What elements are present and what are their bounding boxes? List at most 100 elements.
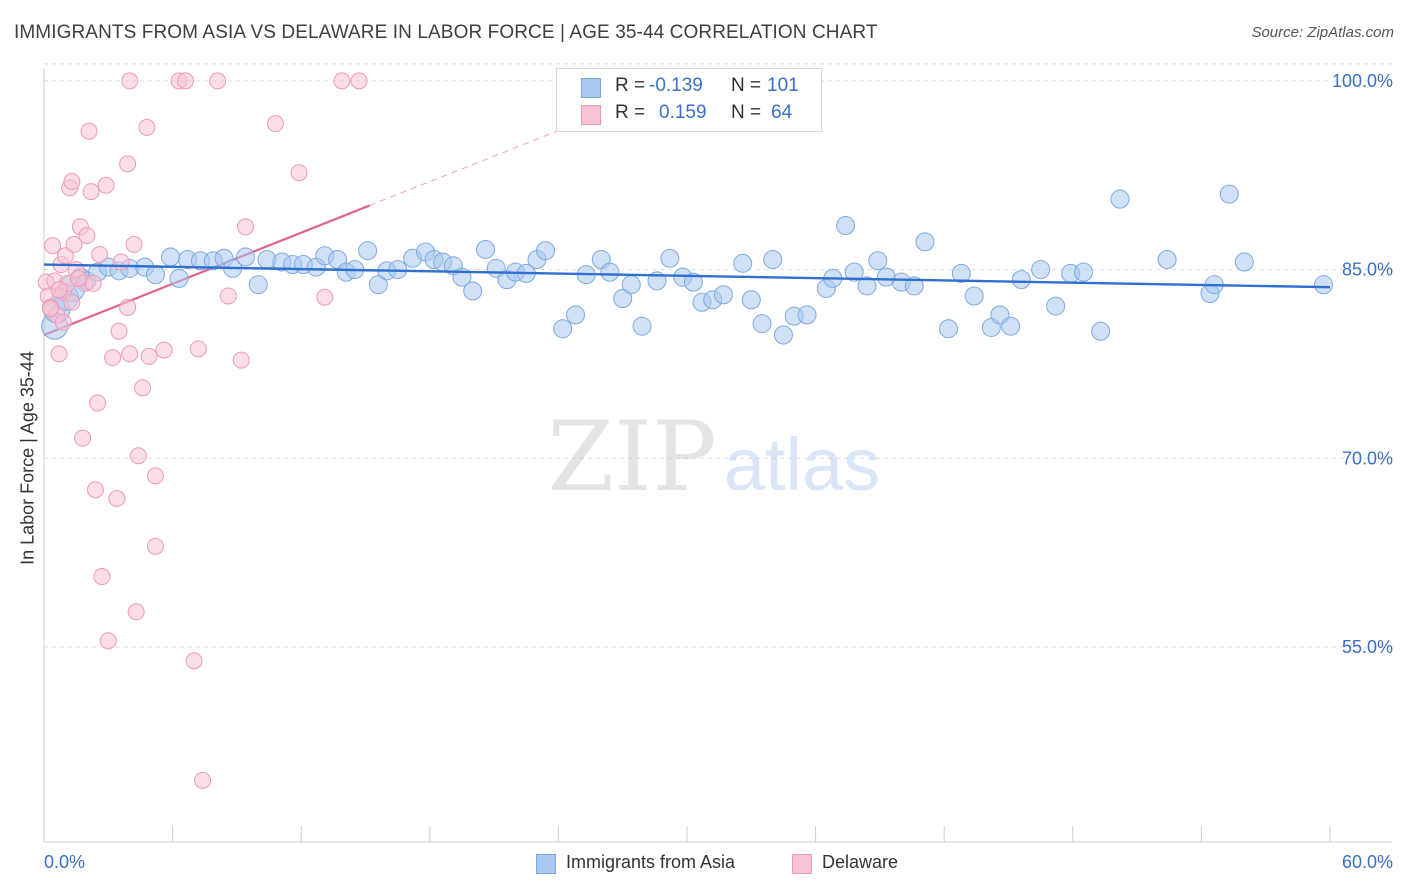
delaware-point [129, 447, 147, 465]
axes [43, 68, 1392, 843]
delaware-point [236, 218, 254, 236]
asia-points [41, 184, 1334, 345]
delaware-point [54, 313, 72, 331]
asia-point [145, 265, 165, 285]
delaware-point [119, 298, 137, 316]
asia-point [1001, 316, 1021, 336]
asia-point [836, 216, 856, 236]
asia-point [752, 314, 772, 334]
delaware-point [50, 345, 68, 363]
asia-point [463, 281, 483, 301]
watermark-atlas: atlas [724, 423, 880, 506]
chart-title: IMMIGRANTS FROM ASIA VS DELAWARE IN LABO… [14, 22, 878, 43]
delaware-point [189, 340, 207, 358]
legend-swatch-asia [581, 78, 601, 98]
legend-r-label: R = [615, 75, 646, 96]
delaware-point [333, 72, 351, 90]
asia-point [1046, 296, 1066, 316]
asia-point [1219, 184, 1239, 204]
asia-point [368, 275, 388, 295]
asia-point [1031, 260, 1051, 280]
watermark: ZIP atlas [547, 401, 880, 513]
legend-n-label: N = [731, 102, 762, 123]
delaware-point [138, 118, 156, 136]
y-tick-label: 70.0% [1342, 448, 1393, 468]
delaware-point [219, 287, 237, 305]
asia-trend [43, 263, 1331, 289]
delaware-point [104, 349, 122, 367]
asia-point [476, 239, 496, 259]
asia-point [763, 250, 783, 270]
y-tick-label: 55.0% [1342, 637, 1393, 657]
delaware-point [93, 568, 111, 586]
delaware-point [65, 235, 83, 253]
watermark-zip: ZIP [547, 401, 716, 513]
delaware-point [99, 632, 117, 650]
delaware-point [127, 603, 145, 621]
delaware-point [140, 347, 158, 365]
delaware-trend-line [43, 204, 371, 337]
asia-point [358, 241, 378, 261]
delaware-point [86, 481, 104, 499]
asia-point [1011, 270, 1031, 290]
x-tick-max: 60.0% [1341, 852, 1393, 872]
legend-n-value-delaware: 64 [771, 102, 793, 123]
delaware-point [266, 115, 284, 133]
delaware-point [41, 300, 59, 318]
asia-point [536, 241, 556, 261]
y-tick-label: 100.0% [1332, 71, 1393, 91]
delaware-point [146, 467, 164, 485]
asia-point [248, 275, 268, 295]
asia-point [553, 319, 573, 339]
legend-label-delaware: Delaware [822, 852, 899, 872]
delaware-point [119, 155, 137, 173]
asia-point [613, 289, 633, 309]
asia-point [600, 262, 620, 282]
asia-point [938, 319, 958, 339]
legend-r-value-asia: -0.139 [649, 75, 703, 96]
delaware-point [134, 379, 152, 397]
y-axis-title: In Labor Force | Age 35-44 [17, 351, 38, 565]
asia-point [683, 272, 703, 292]
delaware-point [80, 122, 98, 140]
asia-point [868, 251, 888, 271]
correlation-legend: R = -0.139 N = 101 R = 0.159 N = 64 [556, 68, 822, 132]
delaware-point [69, 269, 87, 287]
delaware-trend [43, 112, 602, 337]
asia-point [733, 253, 753, 273]
asia-point [1314, 275, 1334, 295]
asia-point [773, 325, 793, 345]
asia-point [160, 247, 180, 267]
delaware-point [194, 771, 212, 789]
legend-n-value-asia: 101 [767, 75, 799, 96]
delaware-point [44, 237, 62, 255]
asia-point [1074, 262, 1094, 282]
delaware-point [146, 537, 164, 555]
delaware-point [89, 394, 107, 412]
delaware-point [176, 72, 194, 90]
asia-point [1234, 252, 1254, 272]
asia-point [713, 285, 733, 305]
x-tick-min: 0.0% [44, 852, 86, 872]
delaware-point [112, 253, 130, 271]
asia-point [741, 290, 761, 310]
asia-point [566, 305, 586, 325]
delaware-point [63, 293, 81, 311]
asia-trend-line [43, 263, 1331, 289]
delaware-point [108, 490, 126, 508]
asia-point [1091, 321, 1111, 341]
asia-point [660, 248, 680, 268]
delaware-point [185, 652, 203, 670]
legend-n-label: N = [731, 75, 762, 96]
y-tick-label: 85.0% [1342, 260, 1393, 280]
asia-point [235, 247, 255, 267]
y-tick-labels: 55.0% 70.0% 85.0% 100.0% [1332, 71, 1393, 657]
delaware-point [209, 72, 227, 90]
delaware-point [78, 227, 96, 245]
delaware-point [121, 345, 139, 363]
source-label: Source: ZipAtlas.com [1251, 24, 1394, 41]
legend-r-label: R = [615, 102, 646, 123]
delaware-points [37, 72, 368, 789]
asia-point [844, 262, 864, 282]
